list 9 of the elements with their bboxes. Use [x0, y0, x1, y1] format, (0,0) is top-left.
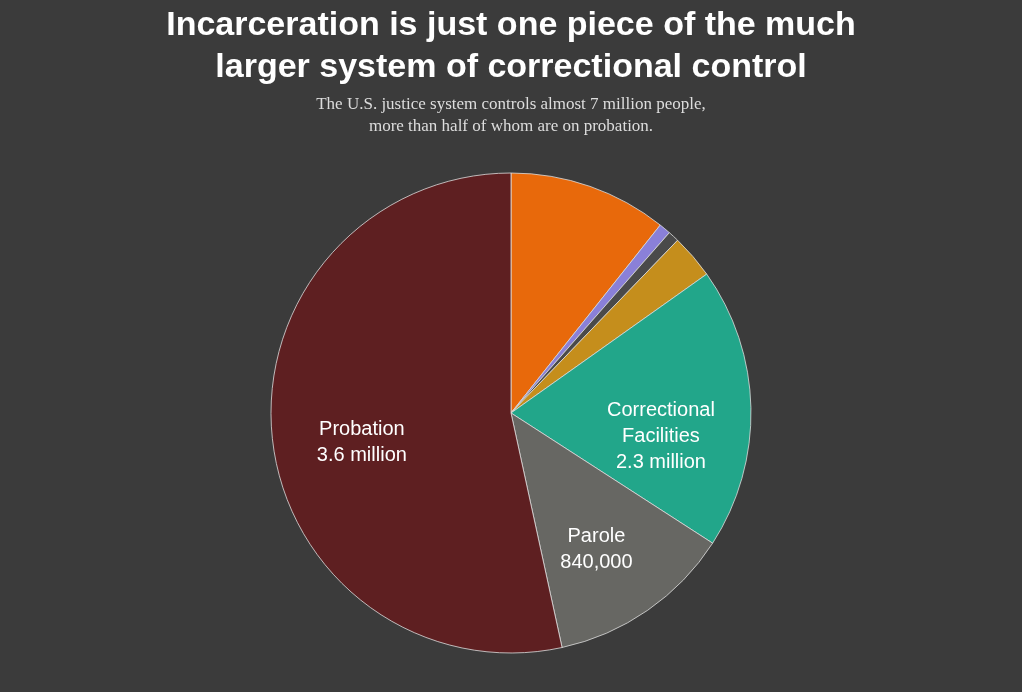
text: The U.S. justice system controls almost 7 million people,	[316, 94, 706, 113]
slice-label: Probation	[319, 417, 405, 440]
text: Incarceration is just one piece of the much	[166, 4, 856, 42]
text: larger system of correctional control	[215, 46, 807, 84]
data-label: 840,000	[560, 550, 633, 573]
text: Correctional Facilities 2.3 million	[607, 397, 715, 472]
text: more than half of whom are on probation.	[368, 116, 654, 135]
slice-label: Parole	[567, 524, 626, 547]
data-label: 3.6 million	[316, 443, 407, 466]
